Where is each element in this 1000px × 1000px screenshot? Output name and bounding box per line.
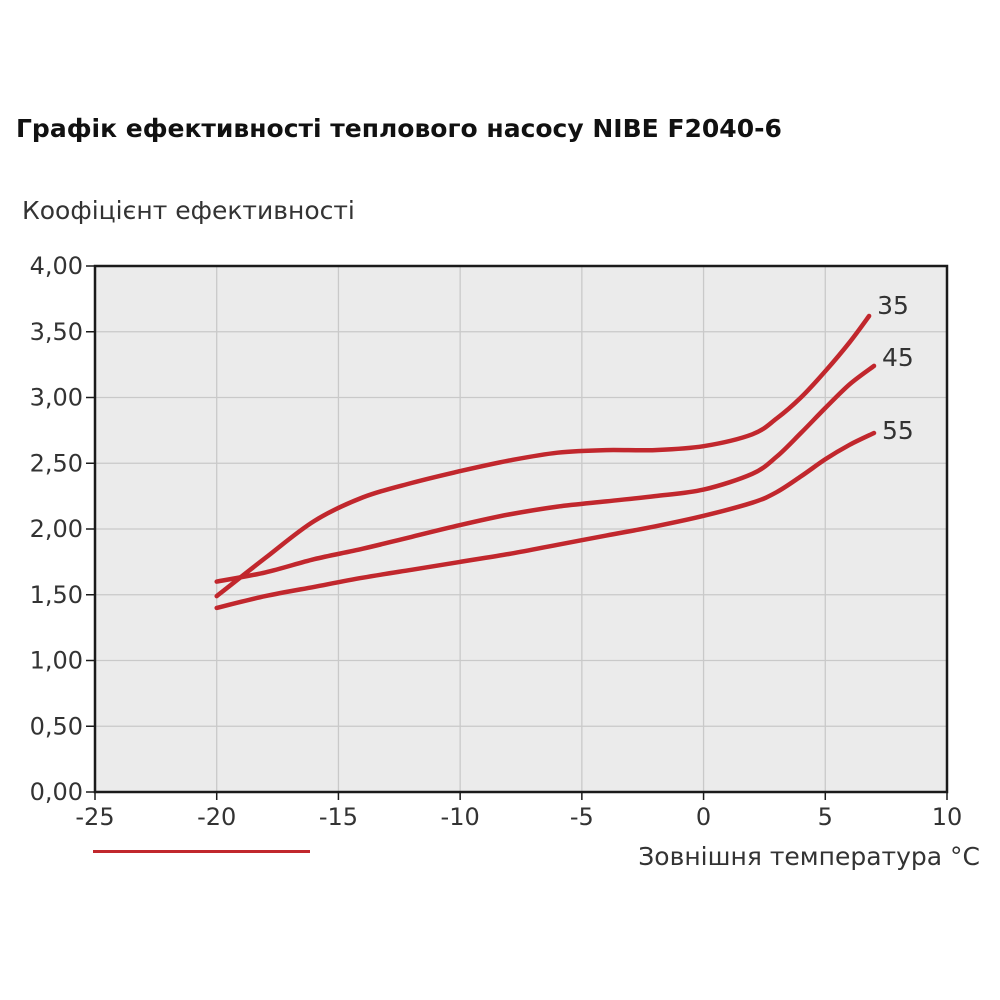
y-tick-label: 0,50 [30, 712, 83, 740]
y-axis-label: Коофіцієнт ефективності [22, 196, 355, 225]
series-line-45 [214, 363, 877, 584]
x-tick-label: -15 [319, 803, 358, 831]
y-tick-label: 1,50 [30, 581, 83, 609]
y-tick-label: 0,00 [30, 778, 83, 806]
series-line-55 [214, 430, 877, 611]
series-labels: 35 45 55 [877, 291, 914, 445]
x-tick-labels: -25 -20 -15 -10 -5 0 5 10 [75, 792, 962, 831]
x-tick-label: 5 [818, 803, 833, 831]
x-tick-label: -5 [570, 803, 594, 831]
y-tick-labels: 0,00 0,50 1,00 1,50 2,00 2,50 3,00 3,50 4,00 [30, 252, 95, 806]
y-tick-label: 4,00 [30, 252, 83, 280]
x-axis-label: Зовнішня температура °С [638, 842, 980, 871]
grid-lines [95, 266, 947, 792]
x-tick-label: 0 [696, 803, 711, 831]
y-tick-label: 2,00 [30, 515, 83, 543]
legend-line-swatch [93, 850, 310, 853]
y-tick-label: 1,00 [30, 647, 83, 675]
chart-title: Графік ефективності теплового насосу NIB… [16, 114, 782, 143]
series-label-35: 35 [877, 291, 909, 320]
series-line-35 [214, 313, 872, 599]
y-tick-label: 2,50 [30, 449, 83, 477]
y-tick-label: 3,00 [30, 384, 83, 412]
series-label-45: 45 [882, 343, 914, 372]
x-tick-label: -25 [75, 803, 114, 831]
x-tick-label: -20 [197, 803, 236, 831]
series-lines [214, 313, 877, 611]
x-tick-label: -10 [441, 803, 480, 831]
y-tick-label: 3,50 [30, 318, 83, 346]
x-tick-label: 10 [932, 803, 963, 831]
series-label-55: 55 [882, 416, 914, 445]
